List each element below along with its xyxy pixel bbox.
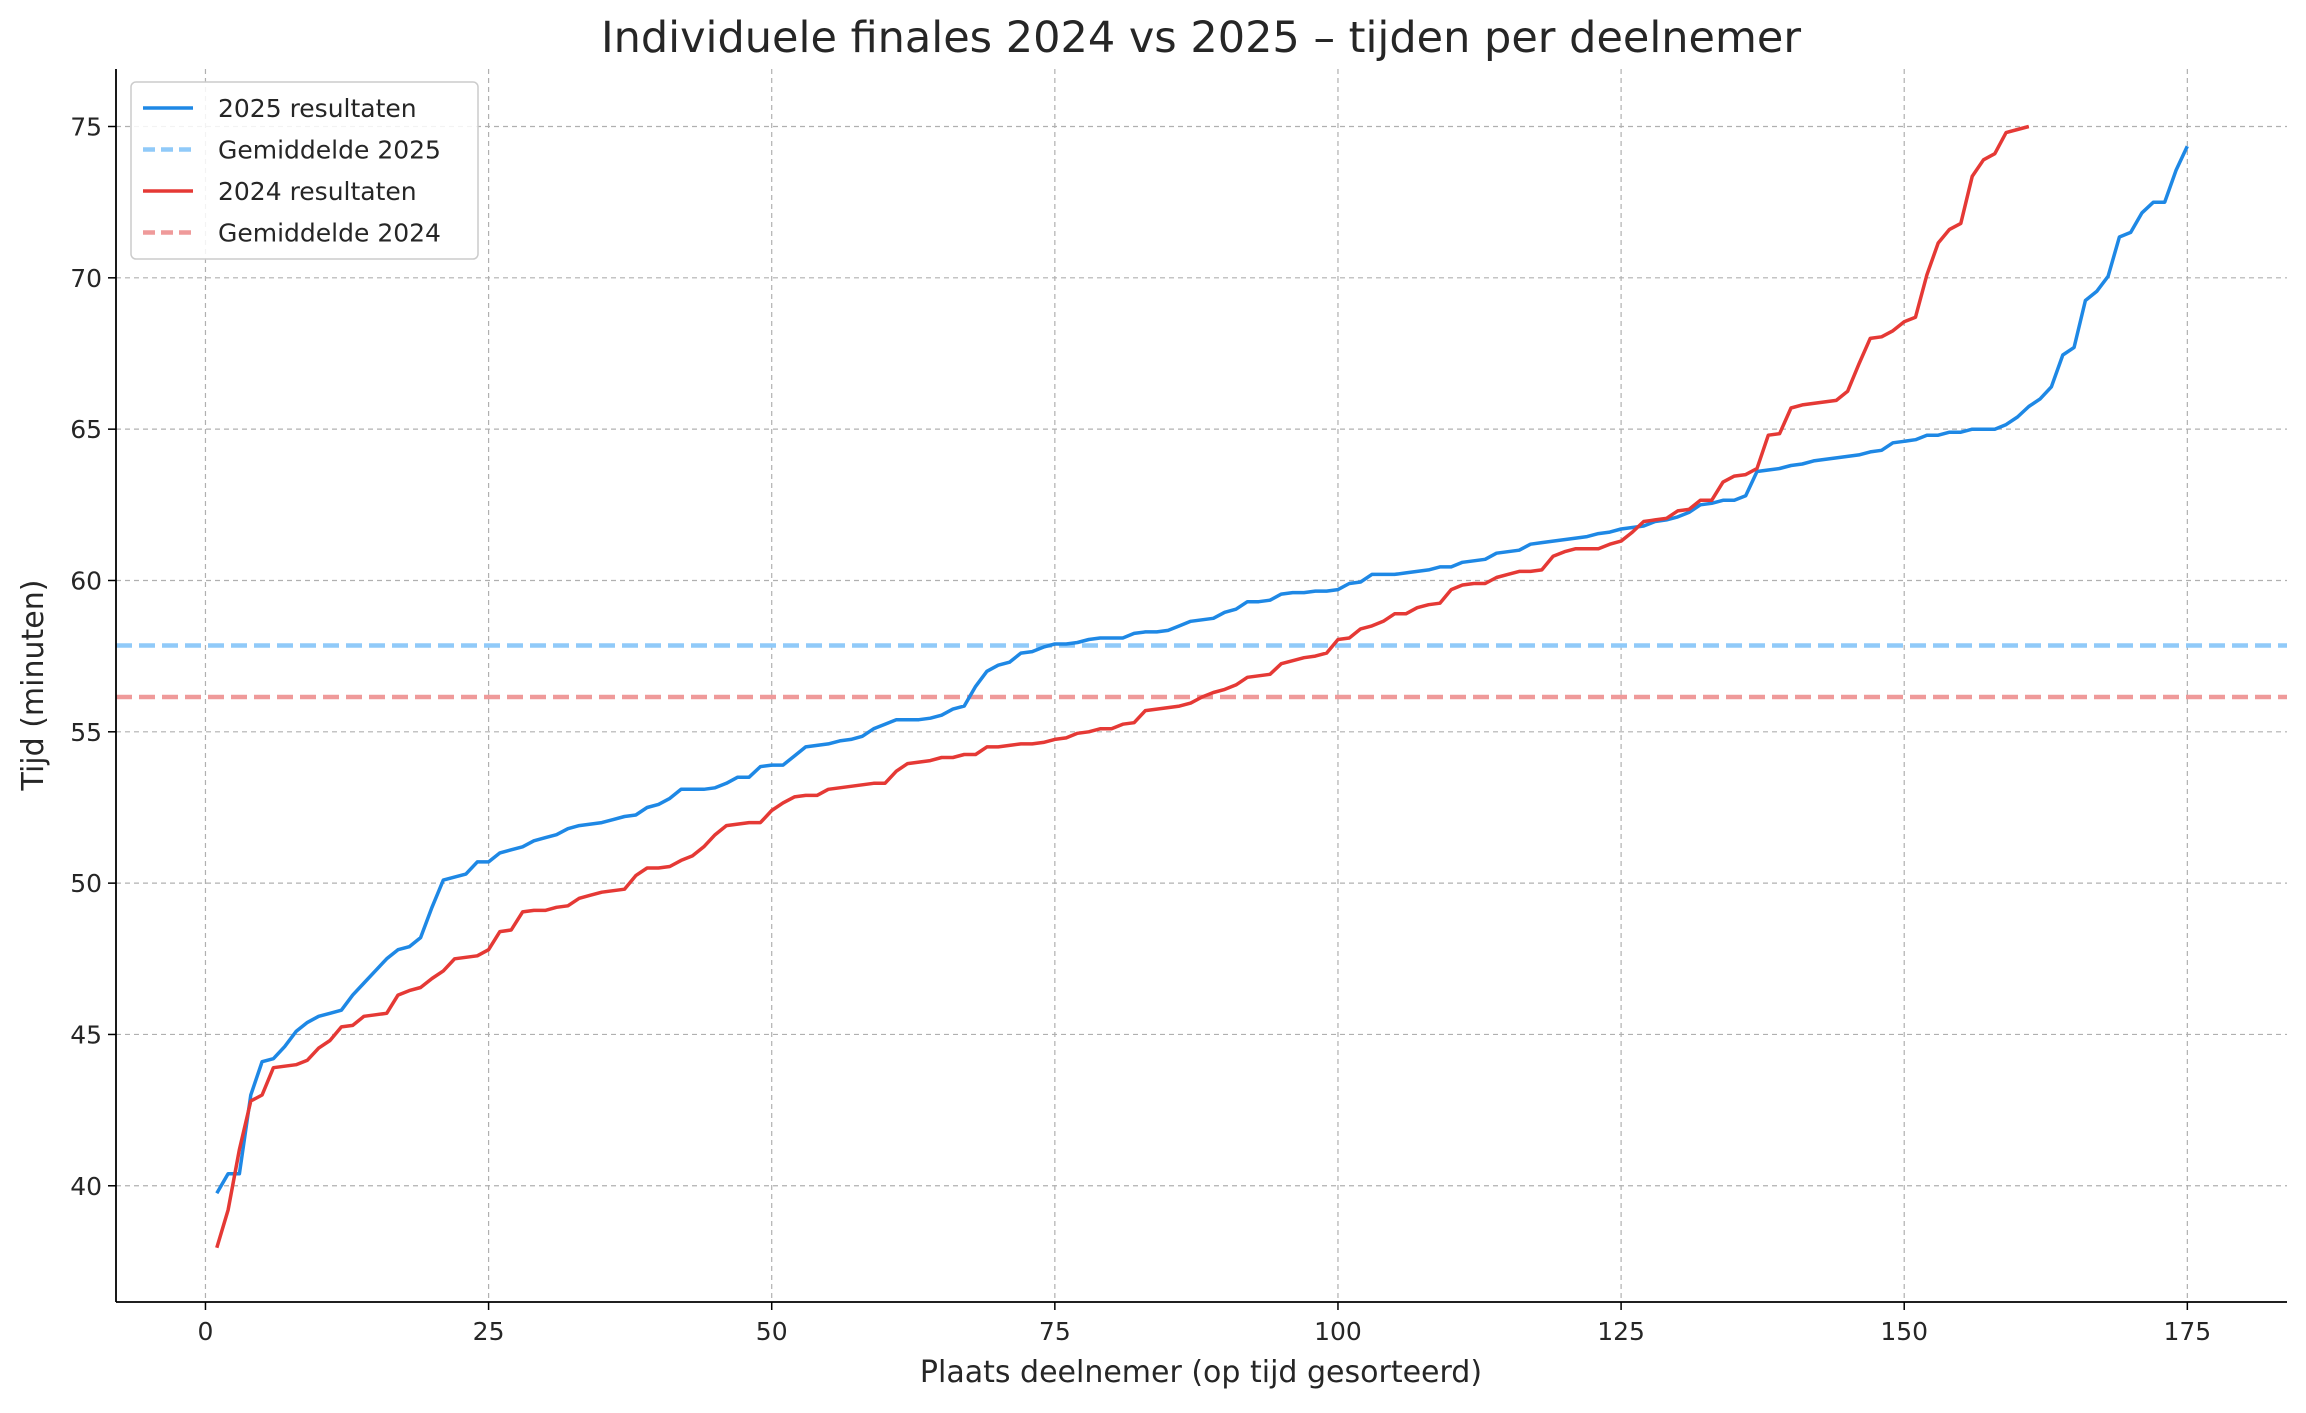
y-tick-label: 50 [70, 869, 102, 898]
legend-label: Gemiddelde 2025 [218, 136, 441, 165]
y-tick-label: 65 [70, 415, 102, 444]
x-tick-label: 25 [473, 1317, 505, 1346]
legend: 2025 resultaten Gemiddelde 2025 2024 resul… [130, 81, 479, 260]
y-tick-label: 60 [70, 566, 102, 595]
series-line [215, 145, 2189, 1195]
x-tick-label: 125 [1597, 1317, 1645, 1346]
x-tick-label: 100 [1314, 1317, 1362, 1346]
x-tick-label: 75 [1039, 1317, 1071, 1346]
x-tick-label: 150 [1880, 1317, 1928, 1346]
y-tick-label: 75 [70, 113, 102, 142]
y-axis-label: Tijd (minuten) [16, 580, 51, 792]
axes: 0 25 50 75 100 125 150 175 40 45 50 55 60 65 70 75 [70, 69, 2287, 1346]
x-tick-label: 0 [198, 1317, 214, 1346]
series-lines [215, 124, 2189, 1249]
y-tick-label: 55 [70, 718, 102, 747]
x-axis-label: Plaats deelnemer (op tijd gesorteerd) [920, 1355, 1482, 1390]
y-tick-label: 70 [70, 264, 102, 293]
x-tick-label: 175 [2163, 1317, 2211, 1346]
chart-title: Individuele finales 2024 vs 2025 – tijde… [601, 13, 1801, 63]
legend-box [130, 81, 479, 260]
series-line [215, 124, 2030, 1249]
legend-label: Gemiddelde 2024 [218, 219, 441, 248]
legend-label: 2024 resultaten [218, 177, 417, 206]
x-tick-label: 50 [756, 1317, 788, 1346]
y-tick-label: 45 [70, 1020, 102, 1049]
mean-lines [116, 643, 2287, 700]
y-tick-label: 40 [70, 1172, 102, 1201]
legend-label: 2025 resultaten [218, 94, 417, 123]
